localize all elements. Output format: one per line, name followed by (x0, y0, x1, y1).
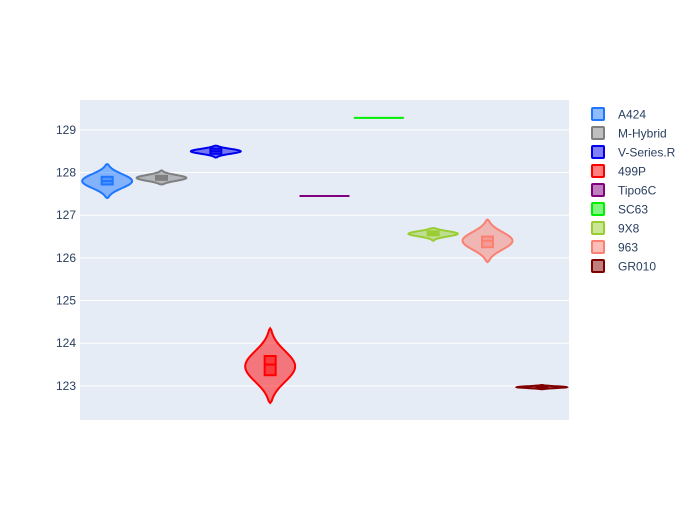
legend-label: 963 (618, 241, 638, 255)
y-tick-label: 127 (56, 208, 76, 222)
legend-swatch (591, 126, 605, 140)
violin-m-hybrid[interactable] (135, 169, 188, 186)
legend-swatch (591, 145, 605, 159)
y-axis-ticks: 123 124 125 126 127 128 129 (56, 123, 76, 393)
legend-item[interactable]: Tipo6C (591, 183, 657, 198)
violin-gr010[interactable] (514, 384, 569, 391)
legend-label: GR010 (618, 260, 656, 274)
legend-swatch (591, 202, 605, 216)
y-tick-label: 129 (56, 123, 76, 137)
legend-label: 499P (618, 165, 646, 179)
violin-a424[interactable] (81, 162, 134, 200)
y-tick-label: 124 (56, 336, 76, 350)
violin-9x8[interactable] (407, 226, 460, 242)
legend-item[interactable]: 499P (591, 164, 646, 179)
y-tick-label: 128 (56, 166, 76, 180)
legend-swatch (591, 240, 605, 254)
legend-swatch (591, 107, 605, 121)
legend-label: A424 (618, 108, 646, 122)
y-tick-label: 125 (56, 294, 76, 308)
plot-background (80, 100, 569, 420)
legend-item[interactable]: GR010 (591, 259, 656, 274)
violin-box (263, 355, 277, 377)
legend-label: V-Series.R (618, 146, 676, 160)
legend-swatch (591, 164, 605, 178)
legend-item[interactable]: A424 (591, 107, 646, 122)
y-tick-label: 123 (56, 379, 76, 393)
legend-label: M-Hybrid (618, 127, 667, 141)
violins (81, 116, 569, 405)
legend-label: 9X8 (618, 222, 640, 236)
legend-label: SC63 (618, 203, 648, 217)
legend-label: Tipo6C (618, 184, 657, 198)
legend-item[interactable]: V-Series.R (591, 145, 676, 160)
violin-963[interactable] (461, 218, 514, 264)
legend-swatch (591, 259, 605, 273)
violin-v-series-r[interactable] (189, 144, 242, 159)
legend-item[interactable]: 963 (591, 240, 638, 255)
legend-item[interactable]: 9X8 (591, 221, 640, 236)
legend-swatch (591, 221, 605, 235)
y-tick-label: 126 (56, 251, 76, 265)
legend[interactable]: A424 M-Hybrid V-Series.R 499P Tipo6C SC63 9X8 9… (591, 107, 676, 274)
violin-499p[interactable] (244, 326, 297, 405)
legend-swatch (591, 183, 605, 197)
legend-item[interactable]: M-Hybrid (591, 126, 667, 141)
violin-box (481, 235, 494, 249)
legend-item[interactable]: SC63 (591, 202, 648, 217)
